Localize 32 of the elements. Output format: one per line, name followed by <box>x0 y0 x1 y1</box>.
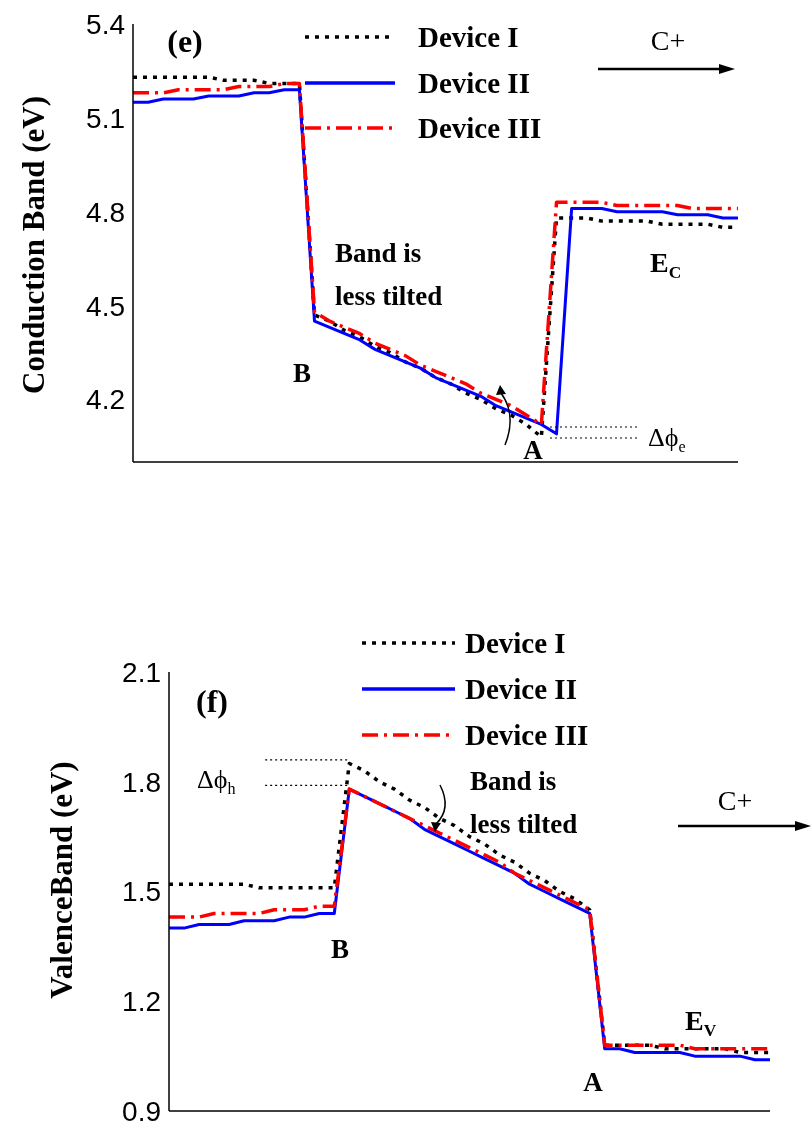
annotation: Band is less tilted <box>470 766 578 840</box>
annotation: Δϕ$_{h}$ <box>197 765 236 797</box>
y-axis-title: Conduction Band (eV) <box>16 96 51 394</box>
y-axis-title: ValenceBand (eV) <box>44 761 79 999</box>
annotation: Band is less tilted <box>335 238 443 312</box>
y-tick-label: 4.8 <box>86 196 125 228</box>
annotation: B <box>292 358 312 388</box>
y-tick-label: 1.5 <box>122 876 161 908</box>
annotation: E$_{V}$ <box>685 1005 717 1040</box>
legend-label: Device II <box>418 67 530 99</box>
y-tick-label: 5.1 <box>86 102 125 134</box>
annotation: (f) <box>196 683 228 719</box>
y-tick-label: 4.5 <box>86 290 125 322</box>
annotation: C+ <box>717 785 753 816</box>
legend-label: Device III <box>465 719 589 751</box>
y-tick-label: 0.9 <box>122 1095 161 1124</box>
annotation: A <box>583 1067 604 1097</box>
annotation: B <box>330 934 350 964</box>
legend-label: Device III <box>418 112 542 144</box>
legend-label: Device I <box>465 627 566 659</box>
y-tick-label: 1.2 <box>122 986 161 1018</box>
legend-label: Device II <box>465 673 577 705</box>
annotation: (e) <box>167 23 203 59</box>
annotation: A <box>523 435 544 465</box>
y-tick-label: 2.1 <box>122 656 161 688</box>
annotation: Δϕ$_{e}$ <box>648 423 686 455</box>
annotation: C+ <box>650 25 686 56</box>
annotation: E$_{C}$ <box>650 247 682 282</box>
legend-label: Device I <box>418 21 519 53</box>
y-tick-label: 5.4 <box>86 8 125 40</box>
y-tick-label: 1.8 <box>122 766 161 798</box>
y-tick-label: 4.2 <box>86 384 125 416</box>
